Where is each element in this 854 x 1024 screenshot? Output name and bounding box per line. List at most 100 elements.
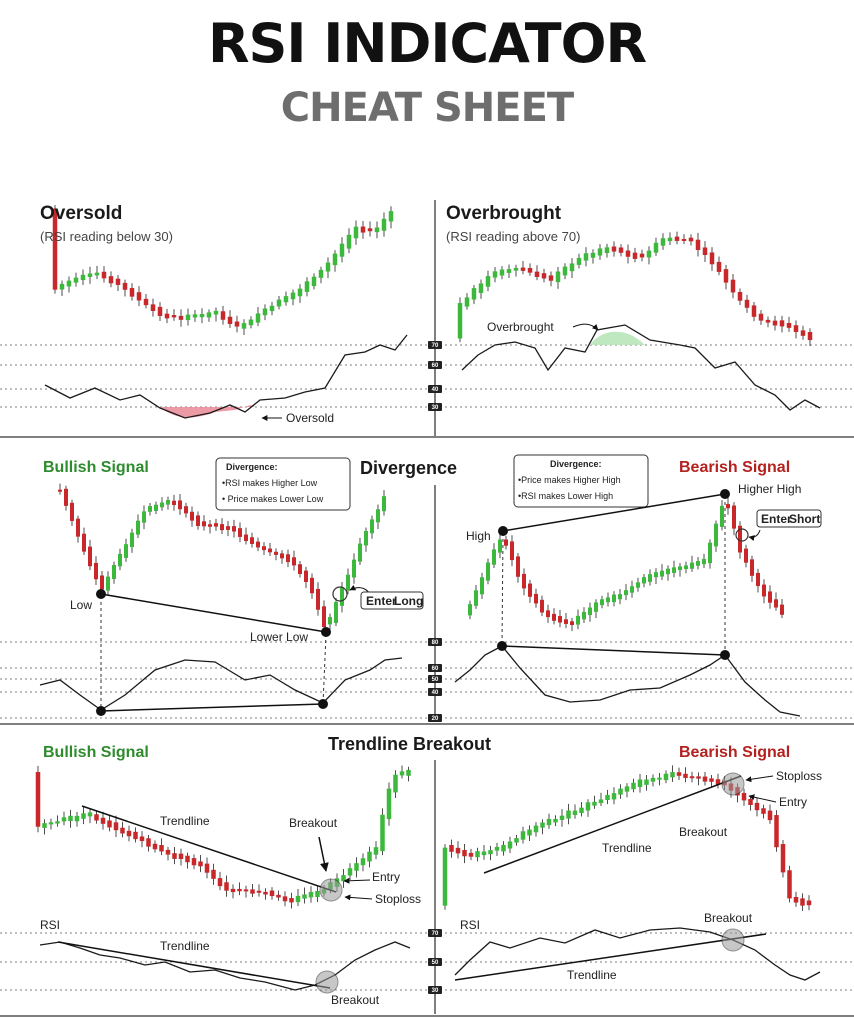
bearish-candle	[94, 562, 98, 580]
bearish-candle	[774, 599, 778, 608]
bearish-divergence-rsi-line	[454, 645, 801, 717]
bearish-candle	[274, 551, 278, 555]
bearish-candle	[263, 891, 268, 895]
bullish-candle	[364, 531, 368, 546]
bearish-candle	[767, 810, 773, 821]
bearish-candle	[108, 276, 114, 284]
bearish-candle	[793, 896, 799, 903]
bearish-price-trendline	[483, 775, 742, 874]
bearish-candle	[289, 898, 294, 903]
bullish-candle	[370, 519, 374, 534]
bullish-trendline-rsi-line	[39, 941, 411, 991]
divergence-panel-level-badge	[428, 664, 442, 672]
bullish-candle	[644, 779, 649, 785]
bearish-trendline-rsi-line	[454, 927, 821, 981]
bullish-candle	[206, 312, 212, 318]
bearish-candle	[115, 278, 121, 285]
bullish-candle	[618, 788, 623, 795]
bullish-rsi-low-dot	[96, 706, 106, 716]
rsi-level-lines	[0, 344, 854, 991]
bearish-candle	[737, 291, 743, 301]
bullish-candle	[94, 272, 100, 276]
bullish-candle	[576, 257, 582, 265]
bearish-candle	[244, 534, 248, 542]
bullish-candle	[290, 292, 296, 300]
bearish-candle	[744, 548, 748, 563]
bearish-candle	[688, 237, 694, 242]
bullish-entry-arrow	[343, 877, 371, 884]
bearish-candle	[462, 849, 467, 857]
bearish-candle	[676, 772, 682, 776]
bullish-candle	[80, 274, 86, 281]
overbought-zone-fill	[590, 331, 645, 345]
bullish-candle	[708, 542, 712, 564]
bearish-candle	[126, 830, 132, 837]
bearish-candle	[772, 320, 778, 326]
bearish-candle	[756, 572, 760, 587]
bearish-candle	[541, 273, 547, 279]
oversold-zone-fill	[160, 405, 255, 418]
bullish-candle	[604, 247, 610, 254]
bearish-candle	[269, 890, 275, 897]
bullish-lowerlow-guide	[322, 633, 327, 705]
bullish-candle	[499, 269, 505, 276]
bullish-candle	[130, 532, 134, 548]
bearish-candle	[198, 861, 203, 867]
bullish-candle	[457, 303, 463, 339]
bullish-candle	[339, 243, 345, 257]
bullish-candle	[442, 847, 448, 906]
bullish-rsi-breakout-label: Breakout	[331, 993, 380, 1007]
bearish-candle	[800, 330, 806, 336]
bearish-candle	[570, 621, 574, 626]
bullish-box-line-1: •RSI makes Higher Low	[222, 478, 318, 488]
bullish-rsi-trendline	[57, 941, 331, 989]
bearish-candle	[129, 288, 135, 297]
bullish-candle	[136, 520, 140, 535]
bullish-candle	[248, 319, 254, 326]
bearish-candle	[282, 896, 288, 902]
bullish-candle	[624, 786, 630, 792]
bullish-candle	[315, 891, 320, 898]
bearish-candle	[178, 853, 184, 859]
bearish-candle	[758, 313, 764, 321]
bearish-divergence-box: Divergence: •Price makes Higher High •RS…	[513, 454, 649, 508]
trendline-bullish-heading: Bullish Signal	[43, 744, 149, 761]
bearish-candle	[113, 822, 119, 831]
bearish-candle	[632, 252, 638, 259]
bullish-rsi-label: RSI	[40, 918, 60, 932]
overbought-subheading: (RSI reading above 70)	[446, 229, 580, 244]
bearish-candle	[122, 282, 128, 290]
bearish-candle	[762, 584, 766, 597]
bullish-candle	[73, 277, 79, 283]
bullish-candle	[106, 576, 110, 591]
bearish-candle	[280, 553, 284, 559]
divergence-panel-level-badge	[428, 714, 442, 722]
bullish-candle	[475, 851, 480, 858]
bearish-candle	[732, 505, 736, 529]
bearish-candle	[741, 792, 747, 801]
bullish-candle	[478, 283, 484, 293]
bullish-candle	[393, 774, 398, 793]
bullish-candle	[142, 511, 146, 523]
bullish-candle	[514, 838, 519, 843]
bullish-candle	[367, 851, 372, 862]
bearish-breakout-label: Breakout	[679, 825, 728, 839]
bearish-candle	[159, 845, 164, 852]
oversold-panel-level-badge	[428, 385, 442, 393]
bearish-rsi-breakout-circle	[721, 928, 745, 952]
bullish-candle	[597, 248, 603, 256]
bullish-candle	[341, 875, 346, 882]
divergence-panel-level-badge	[428, 675, 442, 683]
bullish-candle	[297, 288, 303, 297]
bullish-candle	[670, 772, 675, 778]
bearish-candle	[226, 526, 230, 530]
bullish-candle	[605, 794, 610, 800]
bullish-candle	[492, 271, 498, 278]
bearish-candle	[527, 267, 533, 273]
bearish-candle	[133, 831, 138, 840]
bearish-candle	[787, 870, 792, 899]
bearish-candle	[780, 844, 786, 873]
trendline-panel-level-badge	[428, 929, 442, 937]
overbought-rsi-line	[461, 324, 821, 411]
bullish-divergence-rsi-line	[39, 657, 403, 711]
